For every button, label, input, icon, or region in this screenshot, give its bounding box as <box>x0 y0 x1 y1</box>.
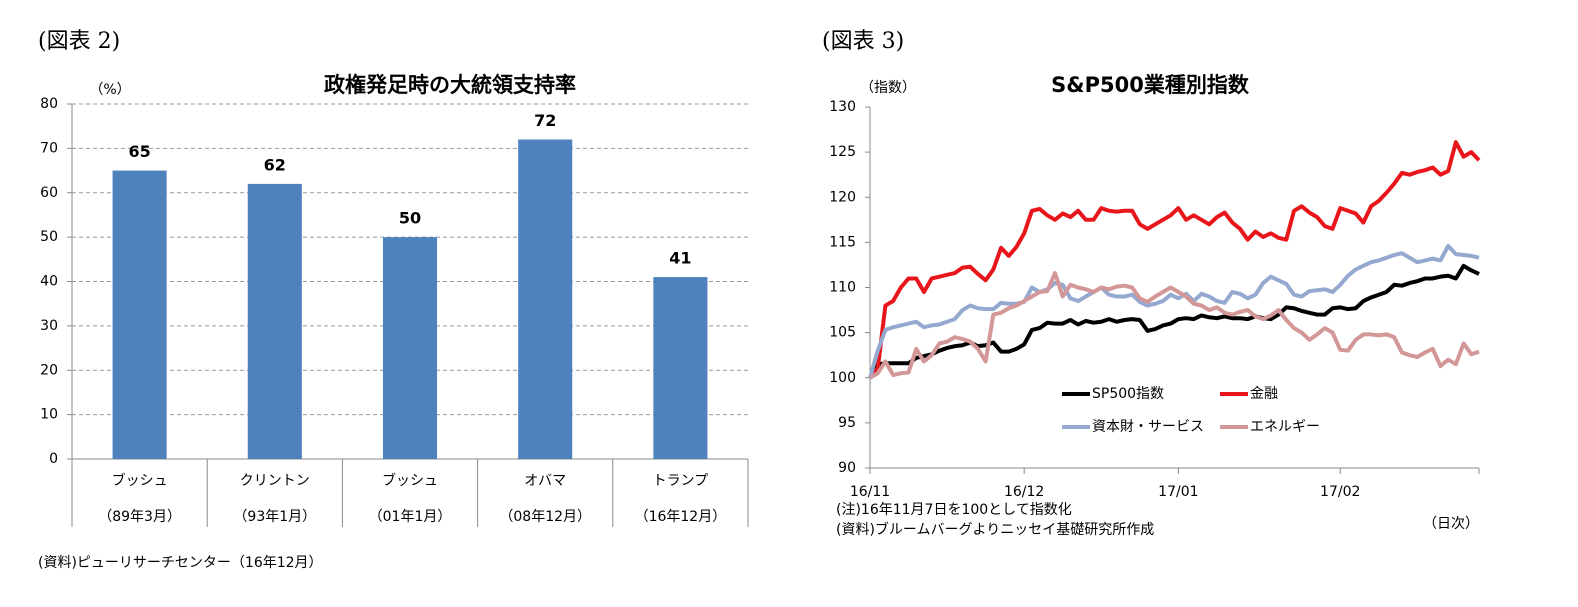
x-tick-label: 16/11 <box>850 484 890 500</box>
legend-label: 資本財・サービス <box>1092 419 1204 435</box>
legend-label: 金融 <box>1250 386 1278 402</box>
y-tick-label: 10 <box>40 407 58 423</box>
bar <box>653 277 708 459</box>
y-tick-label: 30 <box>40 318 58 334</box>
y-axis-unit: （%） <box>89 82 130 98</box>
y-tick-label: 80 <box>40 96 58 112</box>
x-tick-sublabel: （16年12月） <box>635 509 727 525</box>
y-tick-label: 120 <box>829 189 856 205</box>
x-tick-label: オバマ <box>524 473 566 489</box>
figure-label: (図表 3) <box>822 29 904 54</box>
y-tick-label: 125 <box>829 144 856 160</box>
y-tick-label: 50 <box>40 229 58 245</box>
x-tick-label: クリントン <box>240 473 310 489</box>
value-label: 72 <box>534 111 556 130</box>
x-tick-label: トランプ <box>653 473 709 489</box>
legend-label: SP500指数 <box>1092 386 1164 402</box>
legend-label: エネルギー <box>1250 419 1320 435</box>
bar <box>112 170 167 459</box>
x-axis-unit: （日次） <box>1423 516 1479 532</box>
value-label: 62 <box>264 155 286 174</box>
y-tick-label: 0 <box>49 451 58 467</box>
bar <box>382 237 438 459</box>
x-tick-label: ブッシュ <box>112 472 168 489</box>
x-tick-sublabel: （01年1月） <box>369 509 452 525</box>
y-tick-label: 70 <box>40 140 58 156</box>
x-tick-label: 16/12 <box>1004 484 1044 500</box>
value-label: 50 <box>399 209 421 228</box>
figure-label: (図表 2) <box>38 29 120 54</box>
note: (注)16年11月7日を100として指数化 <box>836 502 1072 518</box>
series-line <box>868 263 1480 379</box>
x-tick-sublabel: （93年1月） <box>233 509 316 525</box>
x-tick-label: 17/01 <box>1158 484 1198 500</box>
y-tick-label: 110 <box>829 280 856 296</box>
note: (資料)ブルームバーグよりニッセイ基礎研究所作成 <box>836 521 1154 538</box>
x-tick-sublabel: （08年12月） <box>499 509 591 525</box>
bar <box>247 183 302 459</box>
y-tick-label: 60 <box>40 185 58 201</box>
value-label: 65 <box>128 142 150 161</box>
y-tick-label: 100 <box>829 370 856 386</box>
chart-title: S&P500業種別指数 <box>1051 73 1250 97</box>
y-tick-label: 40 <box>40 274 58 290</box>
y-tick-label: 130 <box>829 99 856 115</box>
y-tick-label: 115 <box>829 234 856 250</box>
bar <box>518 139 573 459</box>
chart-title: 政権発足時の大統領支持率 <box>324 73 576 97</box>
y-tick-label: 20 <box>40 362 58 378</box>
series-line <box>868 271 1480 380</box>
x-tick-label: ブッシュ <box>382 472 438 489</box>
x-tick-sublabel: （89年3月） <box>98 509 181 525</box>
y-axis-unit: （指数） <box>860 80 916 96</box>
note: (資料)ピューリサーチセンター（16年12月） <box>38 555 323 571</box>
series-line <box>868 243 1480 379</box>
y-tick-label: 105 <box>829 325 856 341</box>
value-label: 41 <box>669 249 691 268</box>
y-tick-label: 95 <box>838 415 856 431</box>
series-line <box>868 140 1481 380</box>
y-tick-label: 90 <box>838 460 856 476</box>
x-tick-label: 17/02 <box>1320 484 1360 500</box>
